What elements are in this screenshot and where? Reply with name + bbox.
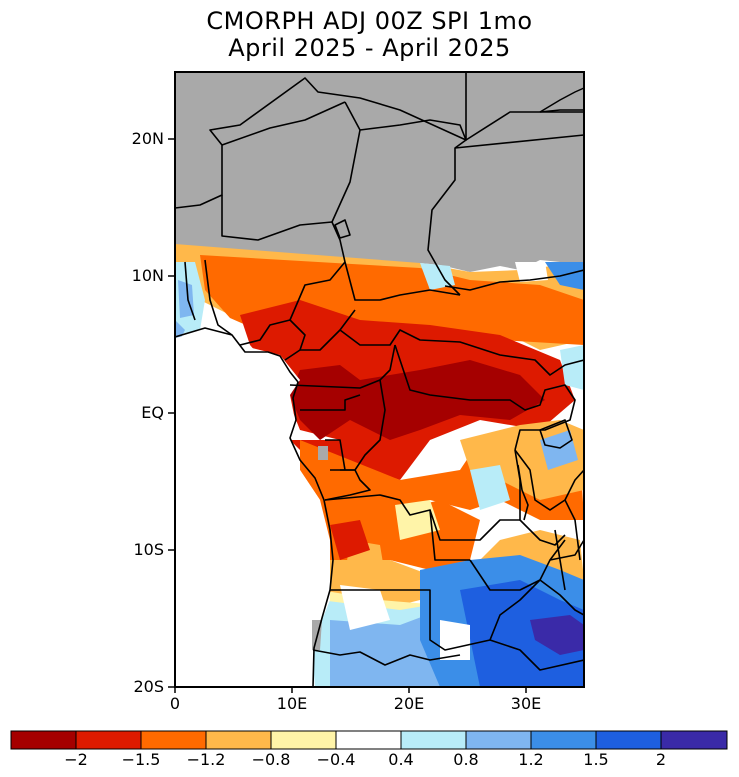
colorbar-box-7 bbox=[400, 730, 467, 750]
colorbar-box-1 bbox=[10, 730, 77, 750]
map-plot-area bbox=[175, 72, 584, 687]
colorbar-label-3: −1.2 bbox=[186, 750, 226, 769]
spi-field bbox=[175, 244, 584, 687]
lon-label-20e: 20E bbox=[393, 694, 425, 713]
lon-label-30e: 30E bbox=[510, 694, 542, 713]
colorbar-label-7: 0.8 bbox=[453, 750, 479, 769]
axis-ticks bbox=[168, 138, 527, 693]
colorbar-label-5: −0.4 bbox=[316, 750, 356, 769]
coastline bbox=[175, 327, 334, 687]
red-sea-coast bbox=[539, 87, 584, 113]
colorbar-label-10: 2 bbox=[655, 750, 667, 769]
colorbar-box-10 bbox=[595, 730, 662, 750]
map-title-line1: CMORPH ADJ 00Z SPI 1mo bbox=[206, 7, 533, 35]
colorbar-label-4: −0.8 bbox=[251, 750, 291, 769]
lon-label-10e: 10E bbox=[276, 694, 308, 713]
map-title-line2: April 2025 - April 2025 bbox=[228, 34, 511, 62]
colorbar-label-1: −2 bbox=[64, 750, 88, 769]
colorbar-box-9 bbox=[530, 730, 597, 750]
colorbar bbox=[10, 730, 728, 750]
colorbar-box-11 bbox=[660, 730, 728, 750]
lat-label-10s: 10S bbox=[133, 540, 164, 559]
country-borders bbox=[175, 72, 584, 687]
colorbar-label-8: 1.2 bbox=[518, 750, 544, 769]
colorbar-box-6 bbox=[335, 730, 402, 750]
colorbar-box-2 bbox=[75, 730, 142, 750]
plot-frame bbox=[174, 71, 585, 688]
colorbar-label-6: 0.4 bbox=[388, 750, 414, 769]
lon-label-0: 0 bbox=[169, 694, 181, 713]
lat-label-10n: 10N bbox=[131, 266, 164, 285]
colorbar-box-8 bbox=[465, 730, 532, 750]
colorbar-box-4 bbox=[205, 730, 272, 750]
no-data-land bbox=[175, 72, 584, 272]
lat-label-eq: EQ bbox=[141, 403, 164, 422]
colorbar-box-3 bbox=[140, 730, 207, 750]
colorbar-label-2: −1.5 bbox=[121, 750, 161, 769]
lat-label-20n: 20N bbox=[131, 129, 164, 148]
coastline-east bbox=[539, 72, 584, 113]
colorbar-box-5 bbox=[270, 730, 337, 750]
colorbar-label-9: 1.5 bbox=[583, 750, 609, 769]
lat-label-20s: 20S bbox=[133, 677, 164, 696]
